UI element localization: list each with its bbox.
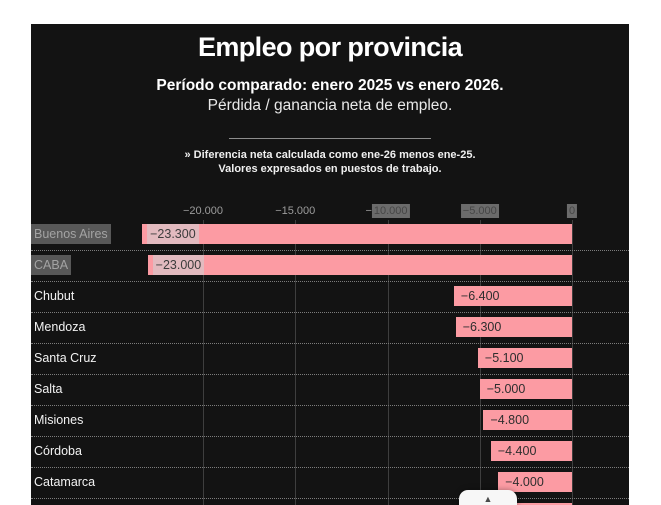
bar[interactable]: −23.000: [147, 255, 572, 275]
arrow-up-icon: ▲: [483, 494, 493, 504]
plot-area: −20.000 −15.000 −10.000 −5.000 0 Buenos Aires…: [31, 24, 629, 505]
gridline: [572, 220, 573, 505]
scroll-up-button[interactable]: ▲: [459, 490, 517, 505]
bar[interactable]: −4.400: [490, 441, 572, 461]
axis-tick-label: 0: [566, 204, 578, 218]
bar-value-label: −23.000: [152, 255, 205, 275]
bar-value-label: −5.100: [484, 351, 524, 365]
bar[interactable]: −5.100: [477, 348, 572, 368]
gridline: [203, 220, 204, 505]
bar-value-label: −4.400: [497, 444, 537, 458]
row-separator: [31, 374, 629, 375]
row-label: Córdoba: [34, 444, 82, 458]
axis-tick-label: −10.000: [365, 204, 410, 218]
row-label: Mendoza: [34, 320, 86, 334]
header-divider: [229, 138, 431, 139]
bar-value-label: −5.000: [486, 382, 526, 396]
bar-value-label: −23.300: [147, 224, 199, 244]
bar[interactable]: [514, 503, 572, 505]
bar-value-label: −6.300: [462, 320, 502, 334]
bar-value-label: −4.000: [505, 475, 544, 489]
bar[interactable]: −4.800: [483, 410, 572, 430]
row-separator: [31, 281, 629, 282]
row-separator: [31, 343, 629, 344]
bar[interactable]: −6.300: [455, 317, 572, 337]
row-separator: [31, 312, 629, 313]
bar[interactable]: −6.400: [453, 286, 572, 306]
row-separator: [31, 405, 629, 406]
row-label: Buenos Aires: [31, 224, 111, 244]
axis-tick-label: −15.000: [275, 205, 316, 217]
axis-tick-label: −20.000: [182, 205, 224, 217]
footnote-line-1: » Diferencia neta calculada como ene-26 …: [184, 149, 476, 161]
row-label: Misiones: [34, 413, 84, 427]
row-separator: [31, 467, 629, 468]
gridline: [295, 220, 297, 505]
row-separator: [31, 498, 629, 499]
row-label: Chubut: [34, 289, 75, 303]
chart-canvas: Empleo por provincia Período comparado: …: [31, 24, 629, 505]
chart-subtitle-bold: Período comparado: enero 2025 vs enero 2…: [156, 77, 504, 94]
bar[interactable]: −5.000: [479, 379, 572, 399]
chart-title: Empleo por provincia: [197, 32, 463, 62]
bar[interactable]: −23.300: [142, 224, 572, 244]
gridline: [387, 220, 389, 505]
chart-subtitle: Pérdida / ganancia neta de empleo.: [207, 97, 453, 114]
row-label: CABA: [31, 255, 72, 275]
bar-value-label: −6.400: [460, 289, 500, 303]
row-label: Catamarca: [34, 475, 96, 489]
axis-tick-label: −5.000: [460, 204, 499, 218]
row-separator: [31, 250, 629, 251]
row-label: Santa Cruz: [34, 351, 97, 365]
row-label: Salta: [34, 382, 63, 396]
bar-value-label: −4.800: [490, 413, 530, 427]
row-separator: [31, 436, 629, 437]
footnote-line-2: Valores expresados en puestos de trabajo…: [218, 163, 442, 175]
bar[interactable]: −4.000: [498, 472, 572, 492]
